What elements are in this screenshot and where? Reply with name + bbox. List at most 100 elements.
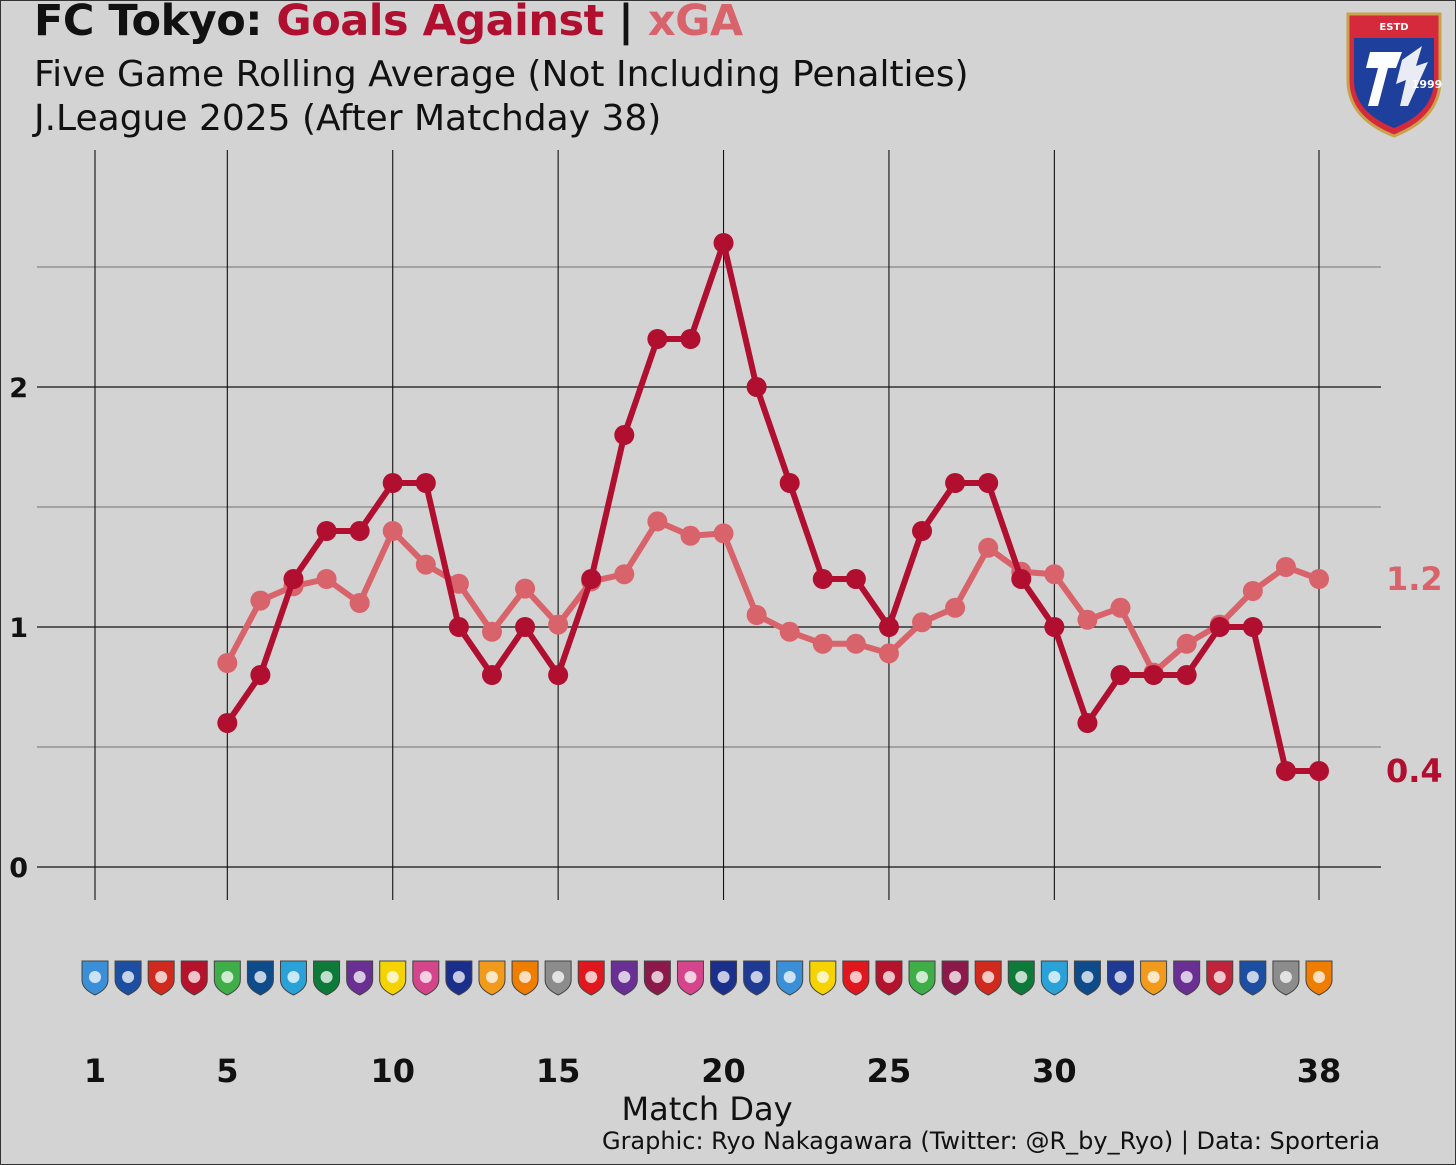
opponent-crest-icon	[478, 960, 506, 996]
data-point-goals-against	[1077, 713, 1098, 733]
opponent-crest-icon	[180, 960, 208, 996]
opponent-crest-icon	[1140, 960, 1168, 996]
fc-tokyo-crest-icon: ESTD 1999	[1346, 12, 1443, 138]
data-point-goals-against	[1309, 761, 1329, 781]
data-point-xga	[415, 554, 436, 575]
data-point-goals-against	[746, 377, 767, 397]
data-point-xga	[1077, 609, 1098, 630]
opponent-crest-icon	[1040, 960, 1068, 996]
title-xga: xGA	[647, 0, 743, 46]
opponent-crest-icon	[676, 960, 704, 996]
data-point-goals-against	[878, 617, 899, 637]
opponent-crest-icon	[1206, 960, 1234, 996]
x-tick-label: 30	[1032, 1052, 1077, 1090]
data-point-goals-against	[415, 473, 436, 493]
crest-year-text: 1999	[1412, 78, 1443, 91]
data-point-goals-against	[217, 713, 238, 733]
x-tick-label: 1	[84, 1052, 106, 1090]
data-point-goals-against	[1143, 665, 1164, 685]
data-point-goals-against	[316, 521, 337, 541]
title-separator: |	[618, 0, 634, 46]
data-point-goals-against	[1011, 569, 1032, 589]
data-point-goals-against	[978, 473, 999, 493]
opponent-crest-icon	[809, 960, 837, 996]
opponent-crest-icon	[1239, 960, 1267, 996]
opponent-crest-icon	[1073, 960, 1101, 996]
opponent-crest-icon	[445, 960, 473, 996]
data-point-xga	[316, 569, 337, 589]
data-point-xga	[349, 593, 370, 613]
data-point-goals-against	[779, 473, 800, 493]
crest-estd-text: ESTD	[1379, 22, 1408, 33]
opponent-crest-icon	[610, 960, 638, 996]
data-point-goals-against	[845, 569, 866, 589]
data-point-goals-against	[250, 665, 271, 685]
y-tick-label: 2	[9, 373, 28, 404]
x-tick-label: 15	[536, 1052, 581, 1090]
opponent-crest-icon	[246, 960, 274, 996]
opponent-crest-icon	[313, 960, 341, 996]
data-point-xga	[647, 511, 668, 532]
data-point-xga	[912, 612, 933, 633]
opponent-crest-icon	[1272, 960, 1300, 996]
chart-subtitle-line1: Five Game Rolling Average (Not Including…	[34, 54, 969, 95]
data-point-goals-against	[680, 329, 701, 349]
opponent-crest-icon	[875, 960, 903, 996]
opponent-crest-icon	[412, 960, 440, 996]
data-point-goals-against	[349, 521, 370, 541]
x-tick-label: 20	[701, 1052, 746, 1090]
x-tick-label: 25	[867, 1052, 912, 1090]
data-point-goals-against	[548, 665, 569, 685]
data-point-xga	[481, 621, 502, 642]
x-tick-label: 38	[1297, 1052, 1342, 1090]
data-point-goals-against	[713, 233, 734, 253]
data-point-goals-against	[945, 473, 966, 493]
data-point-goals-against	[382, 473, 403, 493]
data-point-xga	[680, 525, 701, 546]
data-point-xga	[515, 578, 536, 599]
series-line-goals-against	[224, 240, 1322, 774]
data-point-xga	[1110, 597, 1131, 618]
data-point-goals-against	[647, 329, 668, 349]
data-point-xga	[878, 643, 899, 664]
data-point-xga	[614, 564, 635, 585]
x-axis-label: Match Day	[622, 1090, 793, 1128]
opponent-crest-icon	[213, 960, 241, 996]
opponent-crest-icon	[1007, 960, 1035, 996]
data-point-xga	[713, 523, 734, 544]
opponent-crest-icon	[379, 960, 407, 996]
data-point-xga	[845, 633, 866, 654]
data-point-xga	[779, 621, 800, 642]
data-point-xga	[548, 614, 569, 635]
data-point-goals-against	[1044, 617, 1065, 637]
data-point-goals-against	[481, 665, 502, 685]
opponent-crest-icon	[1305, 960, 1333, 996]
title-team: FC Tokyo:	[34, 0, 262, 46]
opponent-crest-icon	[743, 960, 771, 996]
chart-subtitle-line2: J.League 2025 (After Matchday 38)	[34, 98, 662, 139]
title-goals-against: Goals Against	[276, 0, 604, 46]
data-point-xga	[978, 537, 999, 558]
opponent-crest-icon	[511, 960, 539, 996]
data-point-goals-against	[1275, 761, 1296, 781]
opponent-crest-icon	[577, 960, 605, 996]
opponent-crest-icon	[346, 960, 374, 996]
caption: Graphic: Ryo Nakagawara (Twitter: @R_by_…	[601, 1127, 1380, 1155]
opponent-crest-icon	[776, 960, 804, 996]
opponent-crest-icon	[643, 960, 671, 996]
data-point-xga	[812, 633, 833, 654]
data-point-goals-against	[515, 617, 536, 637]
data-point-goals-against	[1242, 617, 1263, 637]
opponent-crest-icon	[114, 960, 142, 996]
opponent-crest-icon	[81, 960, 109, 996]
data-point-goals-against	[614, 425, 635, 445]
opponent-crest-icon	[279, 960, 307, 996]
data-point-xga	[746, 605, 767, 625]
opponent-crest-icon	[842, 960, 870, 996]
opponent-crest-icon	[1107, 960, 1135, 996]
data-point-xga	[448, 573, 469, 594]
x-tick-label: 10	[370, 1052, 415, 1090]
data-point-goals-against	[1209, 617, 1230, 637]
opponent-crest-icon	[544, 960, 572, 996]
